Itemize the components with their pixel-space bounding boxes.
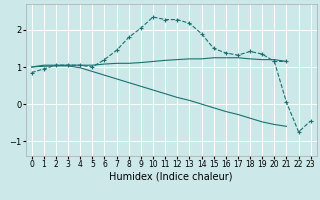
X-axis label: Humidex (Indice chaleur): Humidex (Indice chaleur)	[109, 172, 233, 182]
